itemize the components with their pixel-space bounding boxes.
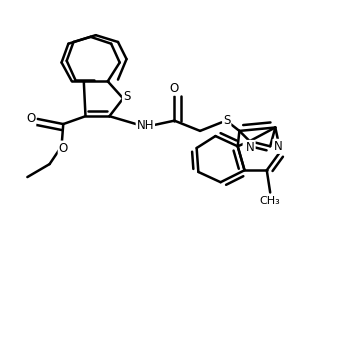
Text: O: O — [170, 82, 179, 95]
Text: O: O — [26, 112, 36, 125]
Text: S: S — [223, 114, 231, 127]
Text: N: N — [273, 140, 282, 153]
Text: O: O — [58, 142, 68, 155]
Text: S: S — [123, 90, 130, 103]
Text: N: N — [246, 141, 255, 154]
Text: NH: NH — [136, 119, 154, 132]
Text: N: N — [274, 140, 283, 153]
Text: CH₃: CH₃ — [260, 196, 280, 206]
Text: N: N — [244, 142, 252, 155]
